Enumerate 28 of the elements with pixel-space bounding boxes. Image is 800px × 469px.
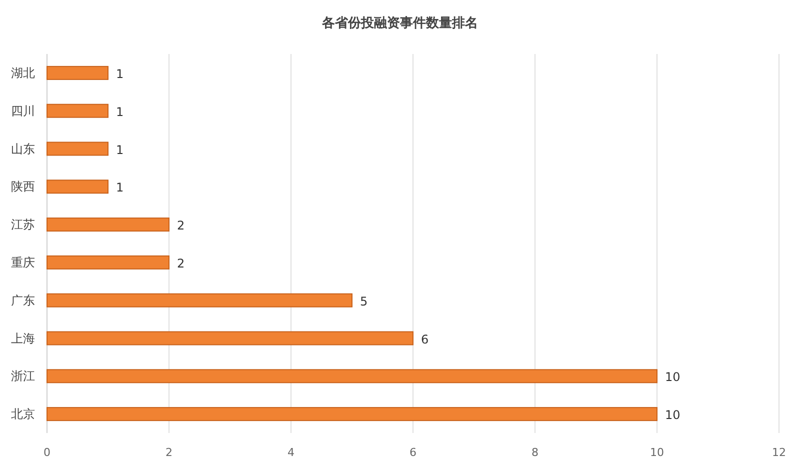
y-category: 上海 xyxy=(11,331,35,346)
x-tick: 12 xyxy=(772,446,786,459)
x-tick: 10 xyxy=(650,446,664,459)
data-label: 1 xyxy=(116,142,124,157)
y-category: 江苏 xyxy=(11,218,35,232)
y-category: 北京 xyxy=(11,407,35,422)
data-label: 10 xyxy=(665,408,680,422)
y-category: 浙江 xyxy=(11,369,35,384)
x-tick: 8 xyxy=(532,446,538,459)
x-tick: 6 xyxy=(410,446,416,459)
x-tick: 2 xyxy=(166,446,172,459)
data-label: 5 xyxy=(360,294,368,308)
data-label: 1 xyxy=(116,66,124,81)
data-label: 2 xyxy=(177,256,185,270)
title: 各省份投融资事件数量排名 xyxy=(322,16,478,31)
data-label: 6 xyxy=(421,332,429,346)
y-category: 山东 xyxy=(11,142,35,156)
y-category: 广东 xyxy=(11,293,35,308)
y-category: 重庆 xyxy=(11,255,35,270)
data-label: 1 xyxy=(116,180,124,195)
y-category: 陕西 xyxy=(11,180,35,194)
data-label: 10 xyxy=(665,370,680,384)
y-category: 湖北 xyxy=(11,66,35,80)
x-tick: 4 xyxy=(288,446,294,459)
x-tick: 0 xyxy=(44,446,50,459)
data-label: 2 xyxy=(177,218,185,233)
data-label: 1 xyxy=(116,104,124,119)
y-category: 四川 xyxy=(11,104,35,118)
